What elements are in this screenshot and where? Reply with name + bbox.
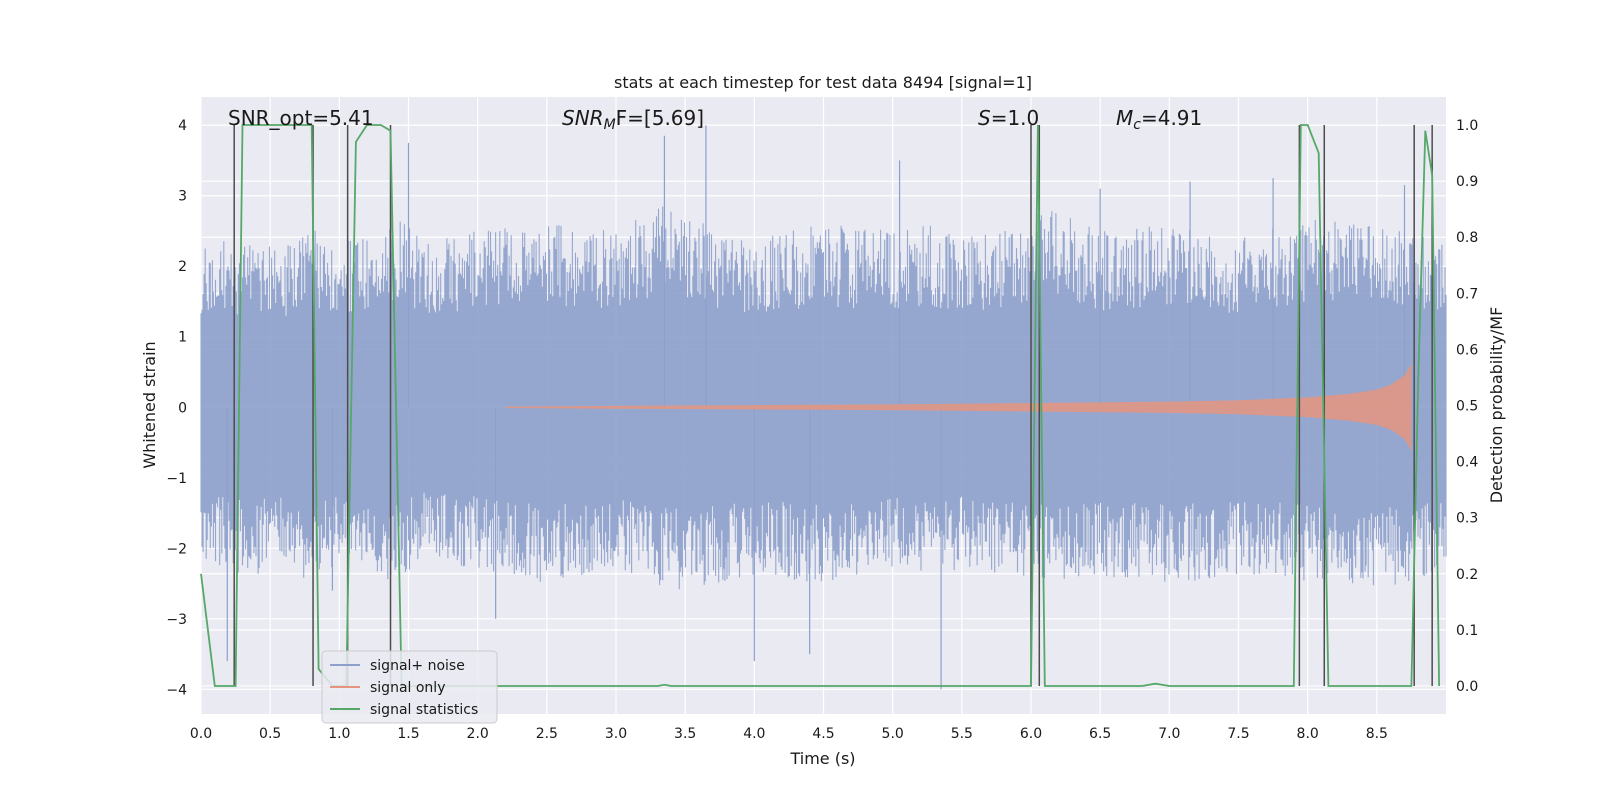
y-right-tick-label: 0.5 (1456, 399, 1478, 415)
x-tick-label: 7.5 (1227, 726, 1249, 742)
snr-opt-annotation: SNR_opt=5.41 (228, 106, 374, 130)
mc-rest: =4.91 (1141, 106, 1202, 130)
y-right-tick-label: 0.7 (1456, 286, 1478, 302)
mc-annotation: Mc=4.91 (1116, 106, 1202, 133)
signal-only-trace (505, 363, 1412, 451)
y-tick-label: −2 (166, 541, 187, 557)
y-right-tick-label: 0.2 (1456, 567, 1478, 583)
x-tick-label: 5.5 (951, 726, 973, 742)
snr-mf-main: SNR (562, 106, 604, 130)
x-tick-label: 4.5 (812, 726, 834, 742)
mc-sub: c (1133, 117, 1141, 133)
x-tick-label: 2.0 (467, 726, 489, 742)
x-tick-label: 1.0 (328, 726, 350, 742)
x-tick-label: 6.0 (1020, 726, 1042, 742)
s-rest: =1.0 (991, 106, 1040, 130)
x-tick-label: 0.0 (190, 726, 212, 742)
y-right-tick-label: 0.3 (1456, 511, 1478, 527)
y-right-tick-label: 0.8 (1456, 230, 1478, 246)
x-axis-label: Time (s) (789, 749, 855, 768)
x-tick-label: 8.5 (1366, 726, 1388, 742)
snr-mf-annotation: SNRMF=[5.69] (562, 106, 704, 133)
y-right-tick-label: 0.0 (1456, 679, 1478, 695)
y-right-tick-label: 0.4 (1456, 455, 1478, 471)
axis-ticks: 0.0 0.5 1.0 1.5 2.0 2.5 3.0 3.5 4.0 4.5 5.0 5.5 6.0 6… (166, 118, 1478, 742)
chart-title: stats at each timestep for test data 849… (614, 73, 1032, 92)
snr-mf-sub: M (604, 117, 616, 133)
x-tick-label: 2.5 (536, 726, 558, 742)
y-tick-label: 3 (178, 189, 187, 205)
x-tick-label: 5.0 (882, 726, 904, 742)
x-tick-label: 3.0 (605, 726, 627, 742)
x-tick-label: 1.5 (397, 726, 419, 742)
x-tick-label: 4.0 (743, 726, 765, 742)
legend-box (321, 650, 498, 724)
x-tick-label: 6.5 (1089, 726, 1111, 742)
s-annotation: S=1.0 (978, 106, 1039, 130)
y-right-tick-label: 1.0 (1456, 118, 1478, 134)
y-right-tick-label: 0.6 (1456, 342, 1478, 358)
y-axis-right-label: Detection probability/MF (1487, 307, 1506, 504)
y-right-tick-label: 0.9 (1456, 174, 1478, 190)
legend: signal+ noise signal only signal statist… (321, 650, 498, 724)
y-right-tick-label: 0.1 (1456, 623, 1478, 639)
y-tick-label: 1 (178, 330, 187, 346)
x-tick-label: 0.5 (259, 726, 281, 742)
data-series (200, 124, 1447, 690)
y-tick-label: 4 (178, 118, 187, 134)
legend-entry-signal-statistics: signal statistics (370, 702, 478, 718)
y-tick-label: −4 (166, 682, 187, 698)
x-tick-label: 8.0 (1297, 726, 1319, 742)
s-main: S (978, 106, 991, 130)
y-tick-label: 0 (178, 400, 187, 416)
x-tick-label: 3.5 (674, 726, 696, 742)
x-tick-label: 7.0 (1158, 726, 1180, 742)
y-tick-label: 2 (178, 259, 187, 275)
mc-main: M (1116, 106, 1133, 130)
y-tick-label: −1 (166, 471, 187, 487)
y-tick-label: −3 (166, 612, 187, 628)
legend-entry-signal-noise: signal+ noise (370, 658, 465, 674)
y-axis-label: Whitened strain (140, 341, 159, 468)
legend-entry-signal-only: signal only (370, 680, 445, 696)
snr-mf-rest: F=[5.69] (616, 106, 704, 130)
